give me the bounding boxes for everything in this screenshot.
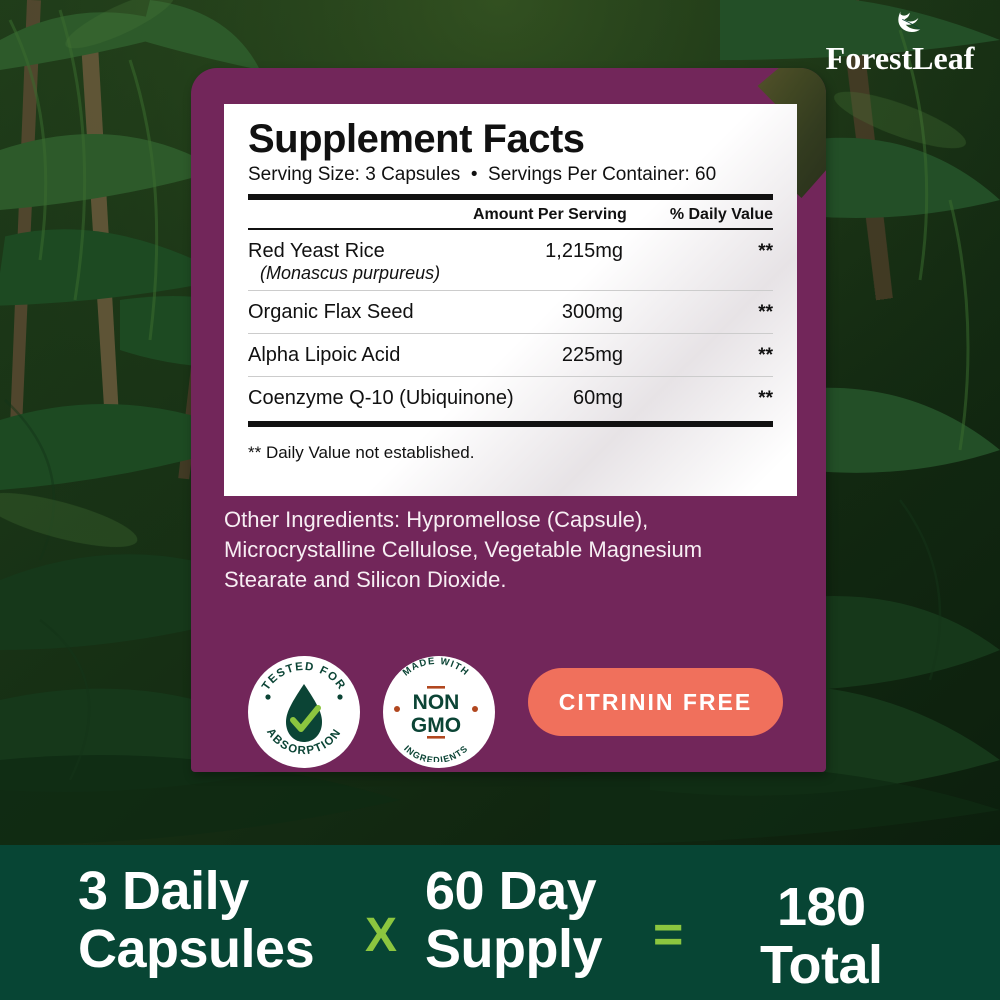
svg-text:NON: NON [413, 691, 460, 714]
svg-text:GMO: GMO [411, 714, 461, 737]
